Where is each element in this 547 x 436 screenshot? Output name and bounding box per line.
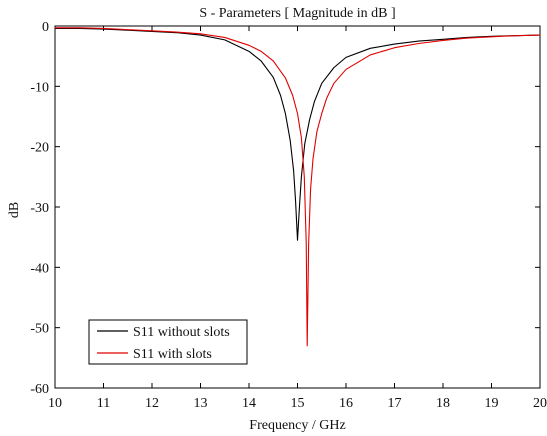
y-axis-ticks: 0 -10 -20 -30 -40 -50 -60 bbox=[30, 20, 540, 397]
x-axis-label: Frequency / GHz bbox=[249, 418, 345, 433]
x-tick-label: 20 bbox=[533, 396, 547, 411]
y-tick-label: -20 bbox=[30, 141, 49, 156]
legend-label-s11-without-slots: S11 without slots bbox=[133, 325, 230, 340]
y-tick-label: 0 bbox=[42, 20, 49, 35]
y-tick-label: -40 bbox=[30, 261, 49, 276]
x-tick-label: 15 bbox=[291, 396, 305, 411]
x-tick-label: 10 bbox=[48, 396, 62, 411]
y-tick-label: -50 bbox=[30, 322, 49, 337]
x-tick-label: 19 bbox=[485, 396, 499, 411]
x-tick-label: 13 bbox=[194, 396, 208, 411]
x-tick-label: 12 bbox=[145, 396, 159, 411]
series-layer bbox=[54, 27, 541, 347]
x-tick-label: 17 bbox=[388, 396, 402, 411]
series-line-s11-without-slots bbox=[54, 27, 541, 241]
y-tick-label: -30 bbox=[30, 201, 49, 216]
y-tick-label: -10 bbox=[30, 80, 49, 95]
x-tick-label: 11 bbox=[97, 396, 110, 411]
chart-title: S - Parameters [ Magnitude in dB ] bbox=[199, 6, 395, 21]
x-tick-label: 14 bbox=[242, 396, 256, 411]
series-line-s11-with-slots bbox=[54, 27, 541, 347]
legend-box bbox=[88, 319, 248, 365]
x-axis-ticks: 10 11 12 13 14 15 16 17 18 19 20 bbox=[48, 26, 547, 411]
x-tick-label: 16 bbox=[339, 396, 353, 411]
legend: S11 without slots S11 with slots bbox=[88, 319, 248, 365]
x-tick-label: 18 bbox=[436, 396, 450, 411]
y-axis-label: dB bbox=[7, 202, 22, 218]
y-tick-label: -60 bbox=[30, 382, 49, 397]
legend-label-s11-with-slots: S11 with slots bbox=[133, 347, 212, 362]
